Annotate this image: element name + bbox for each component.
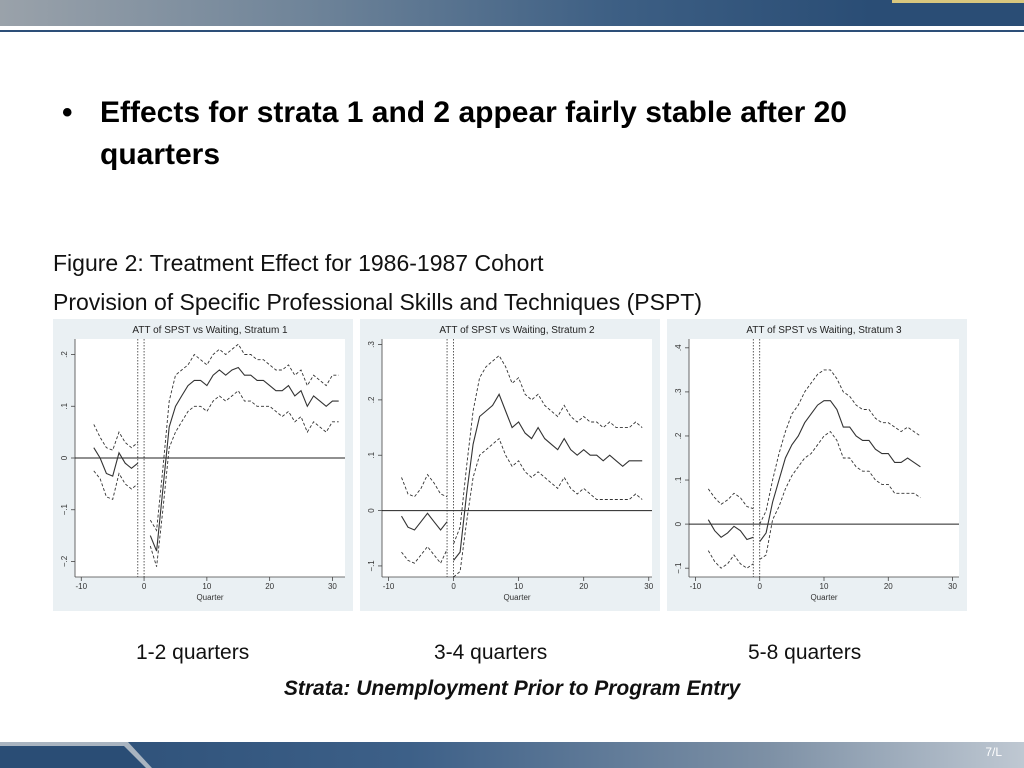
y-tick-label: 0	[60, 455, 69, 460]
chart-panel-stratum-3: ATT of SPST vs Waiting, Stratum 3 -10 0 10 2…	[667, 319, 967, 611]
chart-title: ATT of SPST vs Waiting, Stratum 3	[746, 325, 902, 336]
chart-title: ATT of SPST vs Waiting, Stratum 2	[439, 325, 595, 336]
x-tick-label: 10	[514, 582, 523, 591]
x-tick-label: 30	[948, 582, 957, 591]
header-divider	[0, 30, 1024, 32]
y-tick-label: .4	[674, 344, 683, 351]
series-estimate-line-post	[759, 400, 921, 543]
y-tick-label: .3	[674, 388, 683, 395]
series-lower-bound-line-post	[759, 430, 921, 560]
x-axis-label: Quarter	[503, 593, 530, 602]
chart-stratum-1: ATT of SPST vs Waiting, Stratum 1 -10 0 10 2…	[60, 325, 345, 602]
y-tick-label: −.1	[367, 560, 376, 572]
y-tick-label: .3	[367, 341, 376, 348]
x-tick-label: 30	[328, 582, 337, 591]
figure-caption-title: Figure 2: Treatment Effect for 1986-1987…	[53, 250, 544, 276]
y-tick-label: .2	[674, 432, 683, 439]
chart-stratum-2: ATT of SPST vs Waiting, Stratum 2 -10 0 10 2…	[367, 325, 654, 602]
plot-area	[689, 339, 959, 577]
y-tick-label: −.1	[674, 562, 683, 574]
x-tick-label: 30	[644, 582, 653, 591]
x-tick-label: 20	[265, 582, 274, 591]
y-tick-label: −.1	[60, 504, 69, 516]
bullet-marker: •	[62, 96, 73, 129]
header-bar	[0, 0, 1024, 26]
series-estimate-line-post	[149, 366, 339, 552]
x-tick-label: 0	[451, 582, 456, 591]
footer-tab-shape	[0, 742, 152, 768]
footer-bar	[0, 742, 1024, 768]
x-tick-label: 20	[884, 582, 893, 591]
series-estimate-line-pre	[401, 512, 448, 531]
plot-area	[382, 339, 652, 577]
chart-stratum-3: ATT of SPST vs Waiting, Stratum 3 -10 0 10 2…	[674, 325, 959, 602]
y-tick-label: .2	[60, 351, 69, 358]
series-upper-bound-line-pre	[401, 473, 448, 498]
x-tick-label: -10	[75, 582, 87, 591]
series-upper-bound-line-post	[453, 354, 643, 544]
strata-note: Strata: Unemployment Prior to Program En…	[283, 677, 741, 700]
y-tick-label: .1	[367, 451, 376, 458]
x-tick-label: 10	[820, 582, 829, 591]
series-lower-bound-line-post	[149, 390, 339, 567]
y-tick-label: .1	[674, 476, 683, 483]
series-lower-bound-line-pre	[707, 550, 754, 569]
series-lower-bound-line-pre	[401, 545, 448, 565]
series-lower-bound-line-post	[453, 437, 643, 578]
series-lower-bound-line-pre	[93, 470, 139, 501]
y-tick-label: 0	[674, 521, 683, 526]
series-estimate-line-pre	[707, 519, 754, 541]
y-tick-label: .2	[367, 396, 376, 403]
chart-panel-stratum-1: ATT of SPST vs Waiting, Stratum 1 -10 0 10 2…	[53, 319, 353, 611]
series-estimate-line-pre	[93, 447, 139, 477]
x-tick-label: 20	[579, 582, 588, 591]
x-tick-label: -10	[383, 582, 395, 591]
y-tick-label: .1	[60, 402, 69, 409]
figure-caption-subtitle: Provision of Specific Professional Skill…	[53, 289, 702, 315]
chart-panel-stratum-2: ATT of SPST vs Waiting, Stratum 2 -10 0 10 2…	[360, 319, 660, 611]
series-upper-bound-line-pre	[93, 424, 139, 451]
y-tick-label: 0	[367, 508, 376, 513]
x-axis-label: Quarter	[196, 593, 223, 602]
x-tick-label: 10	[202, 582, 211, 591]
bullet-text: Effects for strata 1 and 2 appear fairly…	[100, 96, 847, 171]
series-upper-bound-line-post	[149, 343, 339, 532]
series-upper-bound-line-post	[759, 369, 921, 525]
chart-title: ATT of SPST vs Waiting, Stratum 1	[132, 325, 288, 336]
header-accent-stripe	[892, 0, 1024, 3]
series-estimate-line-post	[453, 393, 643, 561]
panel-label-3: 5-8 quarters	[748, 641, 862, 664]
panel-label-1: 1-2 quarters	[136, 641, 250, 664]
x-tick-label: 0	[142, 582, 147, 591]
page-number: 7/L	[985, 745, 1002, 759]
x-tick-label: -10	[690, 582, 702, 591]
x-axis-label: Quarter	[810, 593, 837, 602]
panel-label-2: 3-4 quarters	[434, 641, 548, 664]
y-tick-label: −.2	[60, 555, 69, 567]
x-tick-label: 0	[757, 582, 762, 591]
series-upper-bound-line-pre	[707, 488, 754, 510]
